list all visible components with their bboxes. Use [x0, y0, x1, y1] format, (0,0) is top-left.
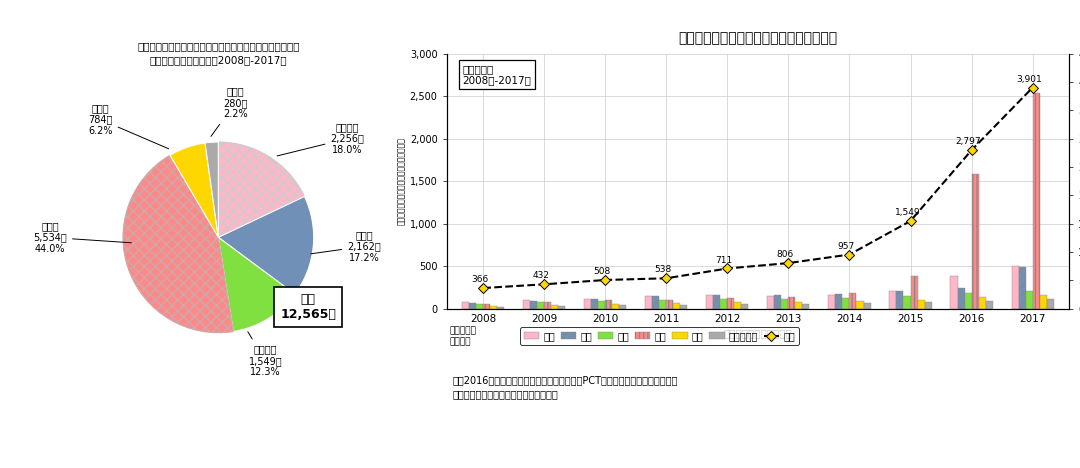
Bar — [904, 296, 910, 309]
Bar — [659, 300, 666, 309]
Bar — [645, 296, 652, 309]
Bar — [910, 277, 918, 309]
Wedge shape — [123, 155, 233, 333]
Text: 中国籍
5,534件
44.0%: 中国籍 5,534件 44.0% — [33, 221, 132, 254]
Bar — [558, 306, 565, 309]
Bar — [584, 299, 591, 309]
Bar — [551, 305, 558, 309]
Bar — [605, 300, 612, 309]
Wedge shape — [218, 237, 295, 331]
Bar — [497, 307, 504, 309]
Text: 日本国籍
2,256件
18.0%: 日本国籍 2,256件 18.0% — [278, 122, 364, 156]
Text: 508: 508 — [594, 267, 611, 276]
Bar — [958, 287, 964, 309]
Text: 3,901: 3,901 — [1016, 74, 1042, 84]
Wedge shape — [218, 142, 305, 237]
Bar — [768, 296, 774, 309]
Bar — [680, 305, 687, 309]
Text: 957: 957 — [838, 241, 855, 250]
Text: 韓国籍
784件
6.2%: 韓国籍 784件 6.2% — [89, 103, 168, 149]
Text: 注）2016年以降はデータベース収録の遅れ、PCT出願の各国移行のずれ等で、
全出願を反映していない可能性がある。: 注）2016年以降はデータベース収録の遅れ、PCT出願の各国移行のずれ等で、 全… — [453, 375, 678, 400]
Wedge shape — [205, 142, 218, 237]
Text: 538: 538 — [654, 265, 672, 274]
Bar — [544, 302, 551, 309]
Bar — [742, 304, 748, 309]
Bar — [950, 277, 958, 309]
Bar — [523, 300, 530, 309]
X-axis label: 出願年（優先権主張年）: 出願年（優先権主張年） — [724, 328, 793, 338]
Bar — [714, 295, 720, 309]
Bar — [774, 295, 782, 309]
Bar — [537, 302, 544, 309]
Bar — [728, 298, 734, 309]
Text: 366: 366 — [472, 275, 489, 284]
Bar — [591, 300, 598, 309]
Bar — [720, 299, 728, 309]
Bar — [1040, 295, 1047, 309]
Bar — [1032, 93, 1040, 309]
Bar — [598, 301, 605, 309]
Text: 432: 432 — [532, 271, 550, 280]
Text: 2,797: 2,797 — [956, 137, 982, 146]
Bar — [483, 304, 490, 309]
Bar — [842, 298, 850, 309]
Bar — [490, 306, 497, 309]
Bar — [1047, 300, 1054, 309]
Bar — [796, 301, 802, 309]
Text: 1,549: 1,549 — [894, 208, 920, 217]
Text: 出願人国籍
（地域）: 出願人国籍 （地域） — [449, 327, 476, 346]
Wedge shape — [218, 197, 313, 294]
Bar — [890, 291, 896, 309]
Bar — [802, 304, 810, 309]
Bar — [850, 293, 856, 309]
Bar — [978, 297, 986, 309]
Bar — [782, 299, 788, 309]
Bar — [1026, 291, 1032, 309]
Bar — [856, 301, 864, 309]
Text: 米国籍
2,162件
17.2%: 米国籍 2,162件 17.2% — [311, 230, 381, 263]
Bar — [462, 302, 469, 309]
Bar — [1012, 266, 1018, 309]
Bar — [469, 303, 476, 309]
Bar — [964, 293, 972, 309]
Bar — [530, 301, 537, 309]
Text: 806: 806 — [777, 250, 794, 259]
Bar — [612, 304, 619, 309]
Bar — [924, 302, 932, 309]
Text: 711: 711 — [716, 256, 733, 264]
Legend: 日本, 米国, 欧州, 中国, 韓国, その他国籍, 合計: 日本, 米国, 欧州, 中国, 韓国, その他国籍, 合計 — [519, 327, 799, 345]
Bar — [706, 295, 714, 309]
Bar — [673, 303, 680, 309]
Bar — [476, 304, 483, 309]
Bar — [836, 294, 842, 309]
Bar — [652, 296, 659, 309]
Bar — [986, 301, 993, 309]
Title: （出願人国籍別ファミリー件数及びファミリー件数比率）
出願年（優先権主張年）2008年-2017年: （出願人国籍別ファミリー件数及びファミリー件数比率） 出願年（優先権主張年）20… — [137, 41, 299, 65]
Y-axis label: 出願先国（地域）別ファミリー件数（件）: 出願先国（地域）別ファミリー件数（件） — [396, 137, 406, 225]
Text: 合計
12,565件: 合計 12,565件 — [280, 293, 336, 321]
Bar — [864, 303, 870, 309]
Text: 優先権主張
2008年-2017年: 優先権主張 2008年-2017年 — [462, 64, 531, 86]
Bar — [788, 297, 796, 309]
Text: 出願人国籍（地域）別ファミリー件数推移: 出願人国籍（地域）別ファミリー件数推移 — [678, 31, 837, 45]
Bar — [828, 295, 836, 309]
Bar — [734, 302, 742, 309]
Bar — [619, 306, 626, 309]
Bar — [666, 300, 673, 309]
Bar — [896, 291, 904, 309]
Bar — [918, 300, 924, 309]
Bar — [1018, 267, 1026, 309]
Text: 欧州国籍
1,549件
12.3%: 欧州国籍 1,549件 12.3% — [247, 332, 282, 377]
Wedge shape — [170, 143, 218, 237]
Text: その他
280件
2.2%: その他 280件 2.2% — [211, 86, 247, 136]
Bar — [972, 174, 978, 309]
